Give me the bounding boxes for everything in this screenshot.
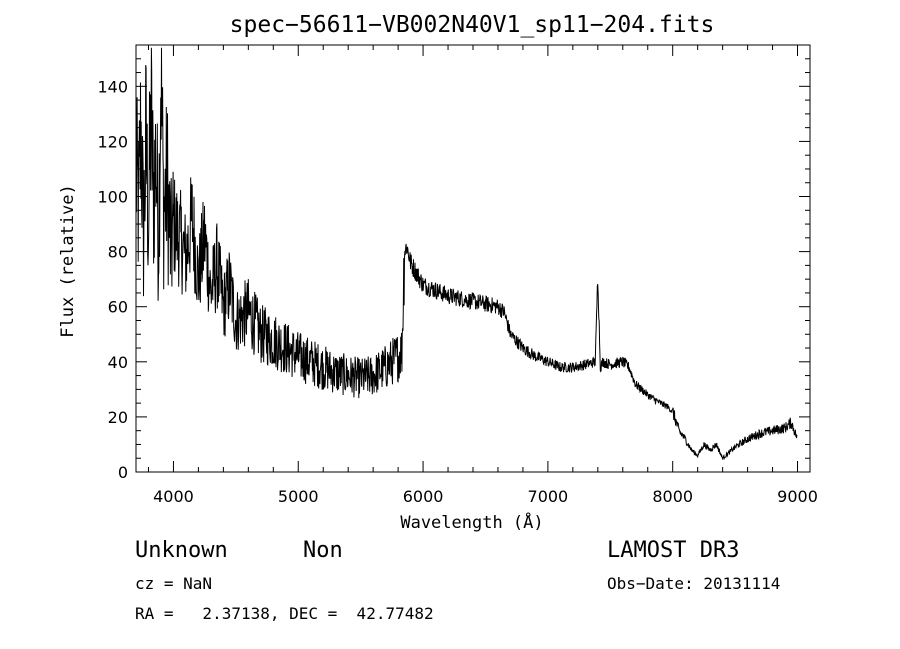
x-tick-label: 9000 xyxy=(777,487,818,506)
x-tick-label: 6000 xyxy=(403,487,444,506)
y-tick-label: 20 xyxy=(108,408,128,427)
spectrum-line xyxy=(135,47,798,460)
y-tick-label: 100 xyxy=(97,188,128,207)
object-class: Unknown xyxy=(135,538,228,563)
y-tick-label: 40 xyxy=(108,353,128,372)
ra-dec-coordinates: RA = 2.37138, DEC = 42.77482 xyxy=(135,604,434,623)
y-tick-label: 80 xyxy=(108,243,128,262)
y-tick-label: 120 xyxy=(97,132,128,151)
x-tick-label: 4000 xyxy=(153,487,194,506)
y-tick-label: 60 xyxy=(108,298,128,317)
chart-title: spec−56611−VB002N40V1_sp11−204.fits xyxy=(230,12,715,38)
y-tick-label: 140 xyxy=(97,77,128,96)
y-axis-label: Flux (relative) xyxy=(58,184,78,338)
axis-tick-labels: 4000 5000 6000 7000 8000 9000 0 20 40 60 80 100 120 1… xyxy=(97,77,817,506)
plot-frame xyxy=(135,44,811,473)
y-tick-label: 0 xyxy=(118,463,128,482)
x-tick-label: 7000 xyxy=(528,487,569,506)
x-tick-label: 5000 xyxy=(278,487,319,506)
observation-date: Obs−Date: 20131114 xyxy=(607,574,781,593)
axis-ticks xyxy=(136,45,810,473)
x-axis-label: Wavelength (Å) xyxy=(400,511,543,533)
redshift-cz: cz = NaN xyxy=(135,574,213,593)
object-subclass: Non xyxy=(303,538,343,563)
survey-name: LAMOST DR3 xyxy=(607,538,740,563)
x-tick-label: 8000 xyxy=(652,487,693,506)
